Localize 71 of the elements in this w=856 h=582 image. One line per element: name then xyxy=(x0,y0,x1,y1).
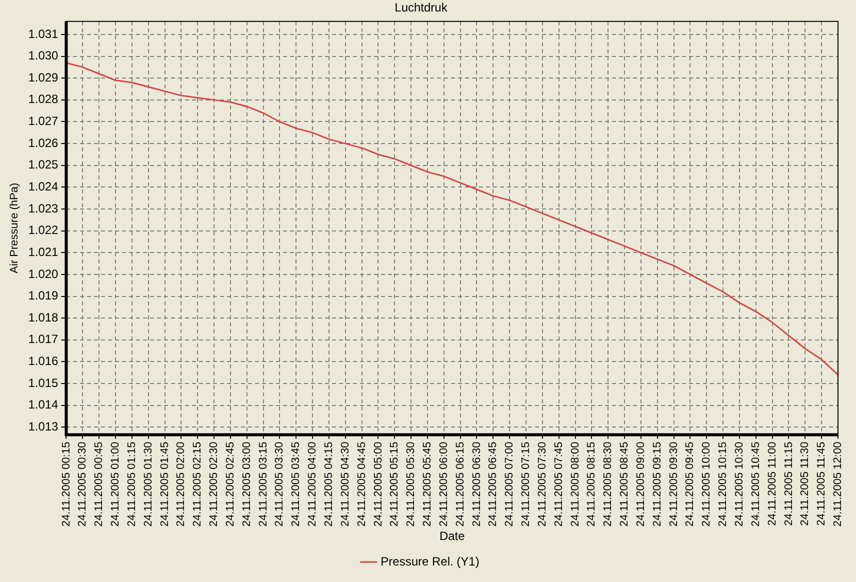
x-tick-label: 24.11.2005 11:45 xyxy=(816,442,828,526)
y-axis-title: Air Pressure (hPa) xyxy=(8,182,21,274)
x-tick-label: 24.11.2005 11:30 xyxy=(799,442,812,526)
x-tick-label: 24.11.2005 10:45 xyxy=(750,442,762,527)
y-tick-label: 1.016 xyxy=(28,354,59,368)
x-axis-title: Date xyxy=(439,529,466,544)
x-tick-label: 24.11.2005 03:15 xyxy=(257,442,270,527)
x-tick-label: 24.11.2005 09:30 xyxy=(668,442,680,527)
x-tick-label: 24.11.2005 00:45 xyxy=(93,442,106,527)
y-tick-label: 1.014 xyxy=(28,398,59,412)
y-tick-label: 1.025 xyxy=(28,158,59,172)
y-tick-label: 1.020 xyxy=(28,266,59,281)
x-tick-label: 24.11.2005 10:00 xyxy=(700,442,713,527)
x-tick-label: 24.11.2005 01:45 xyxy=(158,442,171,527)
x-tick-label: 24.11.2005 06:15 xyxy=(454,442,466,527)
x-tick-label: 24.11.2005 00:15 xyxy=(60,442,72,527)
y-tick-label: 1.017 xyxy=(28,332,59,346)
legend-label: Pressure Rel. (Y1) xyxy=(380,554,480,568)
x-tick-label: 24.11.2005 07:45 xyxy=(552,442,565,527)
x-tick-label: 24.11.2005 02:45 xyxy=(224,442,236,527)
y-tick-label: 1.013 xyxy=(28,419,59,434)
chart-title: Luchtdruk xyxy=(394,0,448,15)
x-tick-label: 24.11.2005 02:00 xyxy=(175,442,188,527)
x-tick-label: 24.11.2005 04:45 xyxy=(356,442,368,527)
x-tick-label: 24.11.2005 06:00 xyxy=(438,442,450,527)
y-tick-label: 1.023 xyxy=(28,201,59,216)
y-tick-label: 1.015 xyxy=(28,376,59,390)
x-tick-label: 24.11.2005 03:00 xyxy=(240,442,253,527)
x-tick-label: 24.11.2005 01:30 xyxy=(142,442,154,527)
x-tick-label: 24.11.2005 11:00 xyxy=(766,442,778,526)
x-tick-label: 24.11.2005 04:00 xyxy=(306,442,319,527)
x-tick-label: 24.11.2005 09:00 xyxy=(634,442,647,527)
x-tick-label: 24.11.2005 02:15 xyxy=(192,442,204,527)
x-tick-label: 24.11.2005 09:45 xyxy=(684,442,696,527)
y-tick-label: 1.031 xyxy=(28,26,59,41)
x-tick-label: 24.11.2005 09:15 xyxy=(651,442,664,527)
x-tick-label: 24.11.2005 10:30 xyxy=(734,442,746,527)
x-tick-label: 24.11.2005 12:00 xyxy=(832,442,844,527)
y-tick-label: 1.021 xyxy=(28,244,59,259)
x-tick-label: 24.11.2005 05:45 xyxy=(422,442,434,527)
y-tick-label: 1.019 xyxy=(28,288,59,303)
x-tick-label: 24.11.2005 06:45 xyxy=(487,442,500,527)
y-tick-label: 1.024 xyxy=(28,180,59,194)
y-tick-label: 1.030 xyxy=(28,48,59,63)
x-tick-label: 24.11.2005 07:30 xyxy=(536,442,548,527)
y-tick-label: 1.027 xyxy=(28,114,59,128)
y-tick-label: 1.018 xyxy=(28,310,59,324)
x-tick-label: 24.11.2005 03:45 xyxy=(290,442,302,527)
x-tick-label: 24.11.2005 01:00 xyxy=(110,442,122,527)
x-tick-label: 24.11.2005 05:30 xyxy=(405,442,418,527)
x-tick-label: 24.11.2005 01:15 xyxy=(126,442,138,527)
y-tick-label: 1.026 xyxy=(28,136,59,150)
x-tick-label: 24.11.2005 08:15 xyxy=(586,442,598,527)
x-tick-label: 24.11.2005 03:30 xyxy=(274,442,286,527)
x-tick-label: 24.11.2005 00:30 xyxy=(76,442,89,527)
x-tick-label: 24.11.2005 10:15 xyxy=(717,442,730,527)
x-tick-label: 24.11.2005 04:30 xyxy=(339,442,352,527)
x-tick-label: 24.11.2005 04:15 xyxy=(322,442,335,527)
y-tick-label: 1.029 xyxy=(28,70,59,84)
x-tick-label: 24.11.2005 02:30 xyxy=(208,442,220,527)
x-tick-label: 24.11.2005 08:45 xyxy=(618,442,631,527)
x-tick-label: 24.11.2005 05:00 xyxy=(372,442,384,527)
x-tick-label: 24.11.2005 07:15 xyxy=(520,442,532,527)
x-tick-label: 24.11.2005 08:30 xyxy=(602,442,614,527)
x-tick-label: 24.11.2005 07:00 xyxy=(504,442,516,527)
x-tick-label: 24.11.2005 05:15 xyxy=(388,442,401,527)
y-tick-label: 1.028 xyxy=(28,92,59,106)
x-tick-label: 24.11.2005 08:00 xyxy=(569,442,582,527)
y-tick-label: 1.022 xyxy=(28,223,59,238)
x-tick-label: 24.11.2005 11:15 xyxy=(782,442,795,526)
x-tick-label: 24.11.2005 06:30 xyxy=(470,442,483,527)
